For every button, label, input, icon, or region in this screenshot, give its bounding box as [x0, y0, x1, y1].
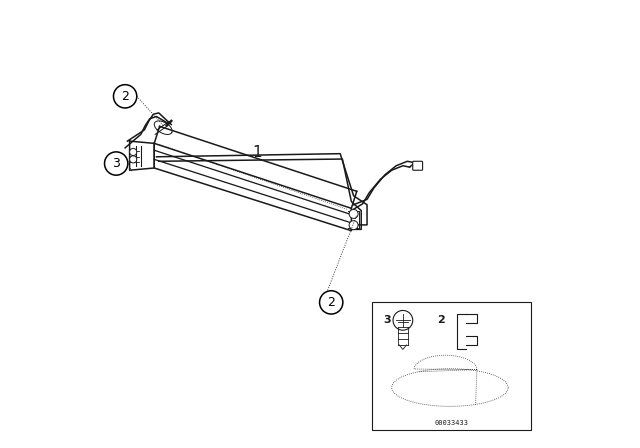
FancyBboxPatch shape: [413, 161, 422, 170]
Text: 1: 1: [252, 145, 262, 160]
Text: 3: 3: [383, 315, 391, 325]
Bar: [371, 302, 531, 430]
Text: 3: 3: [112, 157, 120, 170]
Circle shape: [319, 291, 343, 314]
Text: 2: 2: [121, 90, 129, 103]
Circle shape: [104, 152, 128, 175]
Text: 2: 2: [437, 315, 445, 325]
Circle shape: [349, 221, 358, 229]
Text: 2: 2: [327, 296, 335, 309]
Circle shape: [349, 210, 358, 219]
Circle shape: [113, 85, 137, 108]
Circle shape: [130, 148, 137, 155]
Text: 00033433: 00033433: [434, 421, 468, 426]
Circle shape: [130, 156, 137, 163]
Circle shape: [393, 310, 413, 330]
